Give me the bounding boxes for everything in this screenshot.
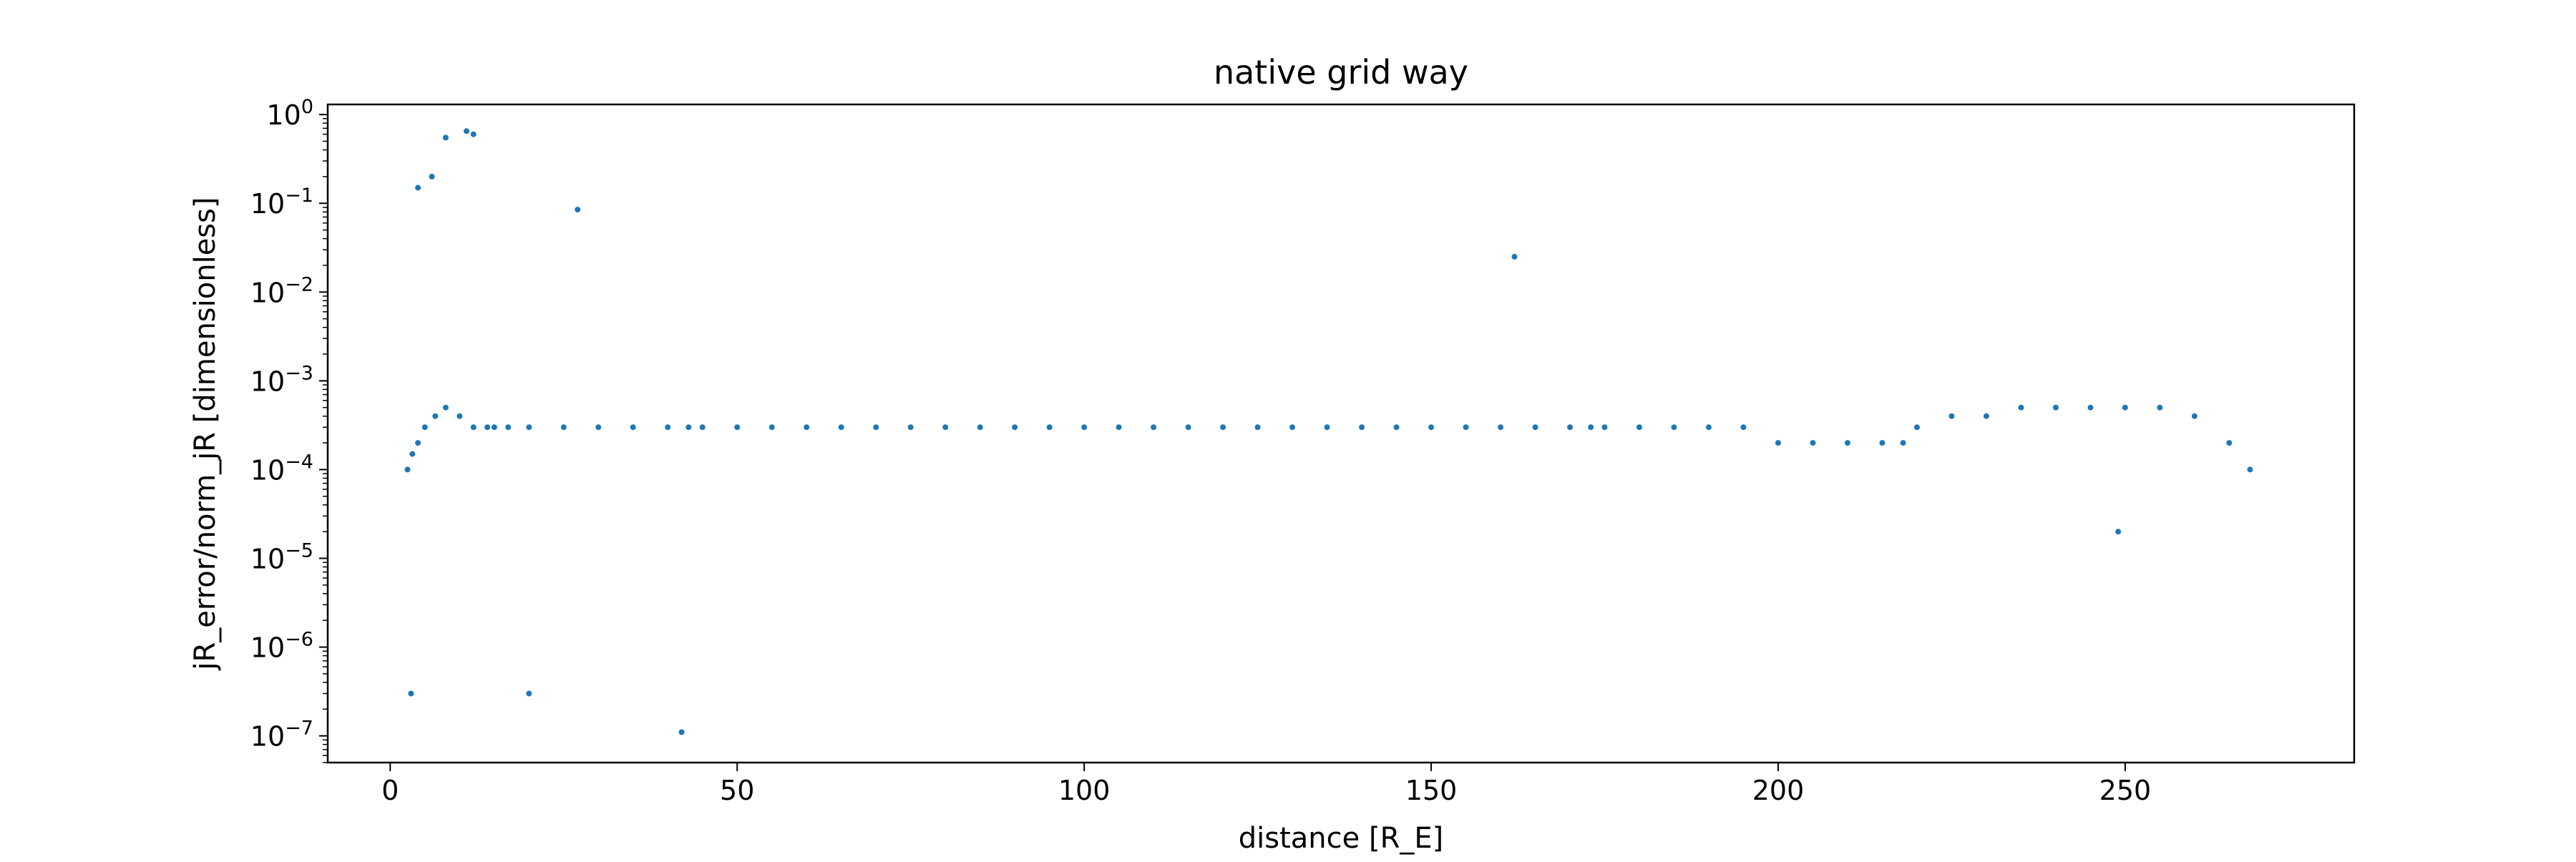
data-point	[1081, 424, 1088, 431]
data-point	[409, 451, 416, 457]
data-point	[415, 440, 421, 446]
data-point	[1879, 440, 1885, 446]
data-point	[804, 424, 810, 431]
data-point	[429, 173, 435, 180]
y-tick-label: 10−4	[250, 451, 313, 486]
x-tick-label: 150	[1405, 775, 1458, 806]
data-point	[1914, 424, 1920, 431]
data-point	[505, 424, 512, 431]
data-point	[404, 466, 411, 473]
data-point	[1532, 424, 1538, 431]
data-point	[1567, 424, 1574, 431]
data-point	[873, 424, 879, 431]
data-point	[421, 424, 428, 431]
y-tick-label: 10−5	[250, 540, 313, 575]
data-point	[432, 413, 439, 419]
data-point	[907, 424, 914, 431]
x-tick-label: 250	[2099, 775, 2152, 806]
data-point	[1636, 424, 1642, 431]
data-point	[491, 424, 497, 431]
data-point	[2018, 404, 2024, 411]
data-point	[1706, 424, 1712, 431]
data-point	[415, 185, 421, 191]
data-point	[1289, 424, 1296, 431]
data-point	[1220, 424, 1226, 431]
data-point	[442, 134, 449, 141]
data-point	[1151, 424, 1157, 431]
data-point	[1588, 424, 1594, 431]
data-point	[470, 424, 477, 431]
data-point	[560, 424, 567, 431]
y-tick-label: 10−6	[250, 629, 313, 664]
data-point	[457, 413, 463, 419]
y-axis-label: jR_error/norm_jR [dimensionless]	[189, 197, 222, 670]
chart-title: native grid way	[1214, 53, 1468, 92]
data-point	[665, 424, 671, 431]
x-tick-label: 100	[1058, 775, 1111, 806]
x-axis: 0 50 100 150 200 250	[381, 763, 2151, 806]
data-point	[595, 424, 602, 431]
data-point	[838, 424, 844, 431]
data-point	[2157, 404, 2163, 411]
y-tick-label: 10−7	[250, 717, 313, 753]
data-point	[408, 690, 414, 697]
data-point	[484, 424, 491, 431]
data-point	[686, 424, 692, 431]
data-point	[1810, 440, 1816, 446]
data-point	[1324, 424, 1330, 431]
data-point	[1671, 424, 1677, 431]
data-point	[575, 207, 581, 212]
data-point	[526, 690, 532, 697]
data-point	[442, 404, 449, 411]
y-axis: 10−7 10−6 10−5 10−4 10−3 10−2 10−1 100	[250, 96, 328, 763]
data-point	[699, 424, 706, 431]
data-point	[678, 729, 685, 735]
plot-area-frame	[326, 103, 2356, 764]
data-point	[2053, 404, 2059, 411]
data-point	[1185, 424, 1191, 431]
data-point	[1012, 424, 1018, 431]
data-point	[470, 131, 477, 137]
y-tick-label: 10−1	[250, 185, 313, 220]
data-point	[1428, 424, 1435, 431]
y-tick-label: 100	[266, 96, 313, 131]
data-point	[1254, 424, 1261, 431]
data-point	[734, 424, 741, 431]
data-point	[1511, 253, 1518, 260]
data-point	[1601, 424, 1608, 431]
data-point	[1845, 440, 1850, 446]
data-point	[526, 424, 532, 431]
data-point	[464, 128, 469, 134]
data-point	[1900, 440, 1906, 446]
data-points	[404, 128, 2253, 735]
data-point	[2191, 413, 2197, 419]
data-point	[1775, 440, 1781, 446]
data-point	[1046, 424, 1053, 431]
data-point	[1984, 413, 1989, 419]
data-point	[630, 424, 636, 431]
data-point	[2247, 466, 2253, 473]
data-point	[769, 424, 775, 431]
y-tick-label: 10−3	[250, 362, 313, 397]
x-tick-label: 200	[1752, 775, 1805, 806]
data-point	[1948, 413, 1955, 419]
y-tick-label: 10−2	[250, 273, 313, 308]
data-point	[977, 424, 983, 431]
data-point	[1359, 424, 1365, 431]
data-point	[2122, 404, 2128, 411]
data-point	[2087, 404, 2094, 411]
data-point	[942, 424, 949, 431]
x-axis-label: distance [R_E]	[1239, 822, 1443, 855]
data-point	[2115, 529, 2122, 535]
data-point	[1116, 424, 1122, 431]
data-point	[1393, 424, 1400, 431]
data-point	[1463, 424, 1469, 431]
x-tick-label: 50	[720, 775, 754, 806]
x-tick-label: 0	[381, 775, 399, 806]
data-point	[2226, 440, 2233, 446]
data-point	[1740, 424, 1747, 431]
data-point	[1498, 424, 1504, 431]
